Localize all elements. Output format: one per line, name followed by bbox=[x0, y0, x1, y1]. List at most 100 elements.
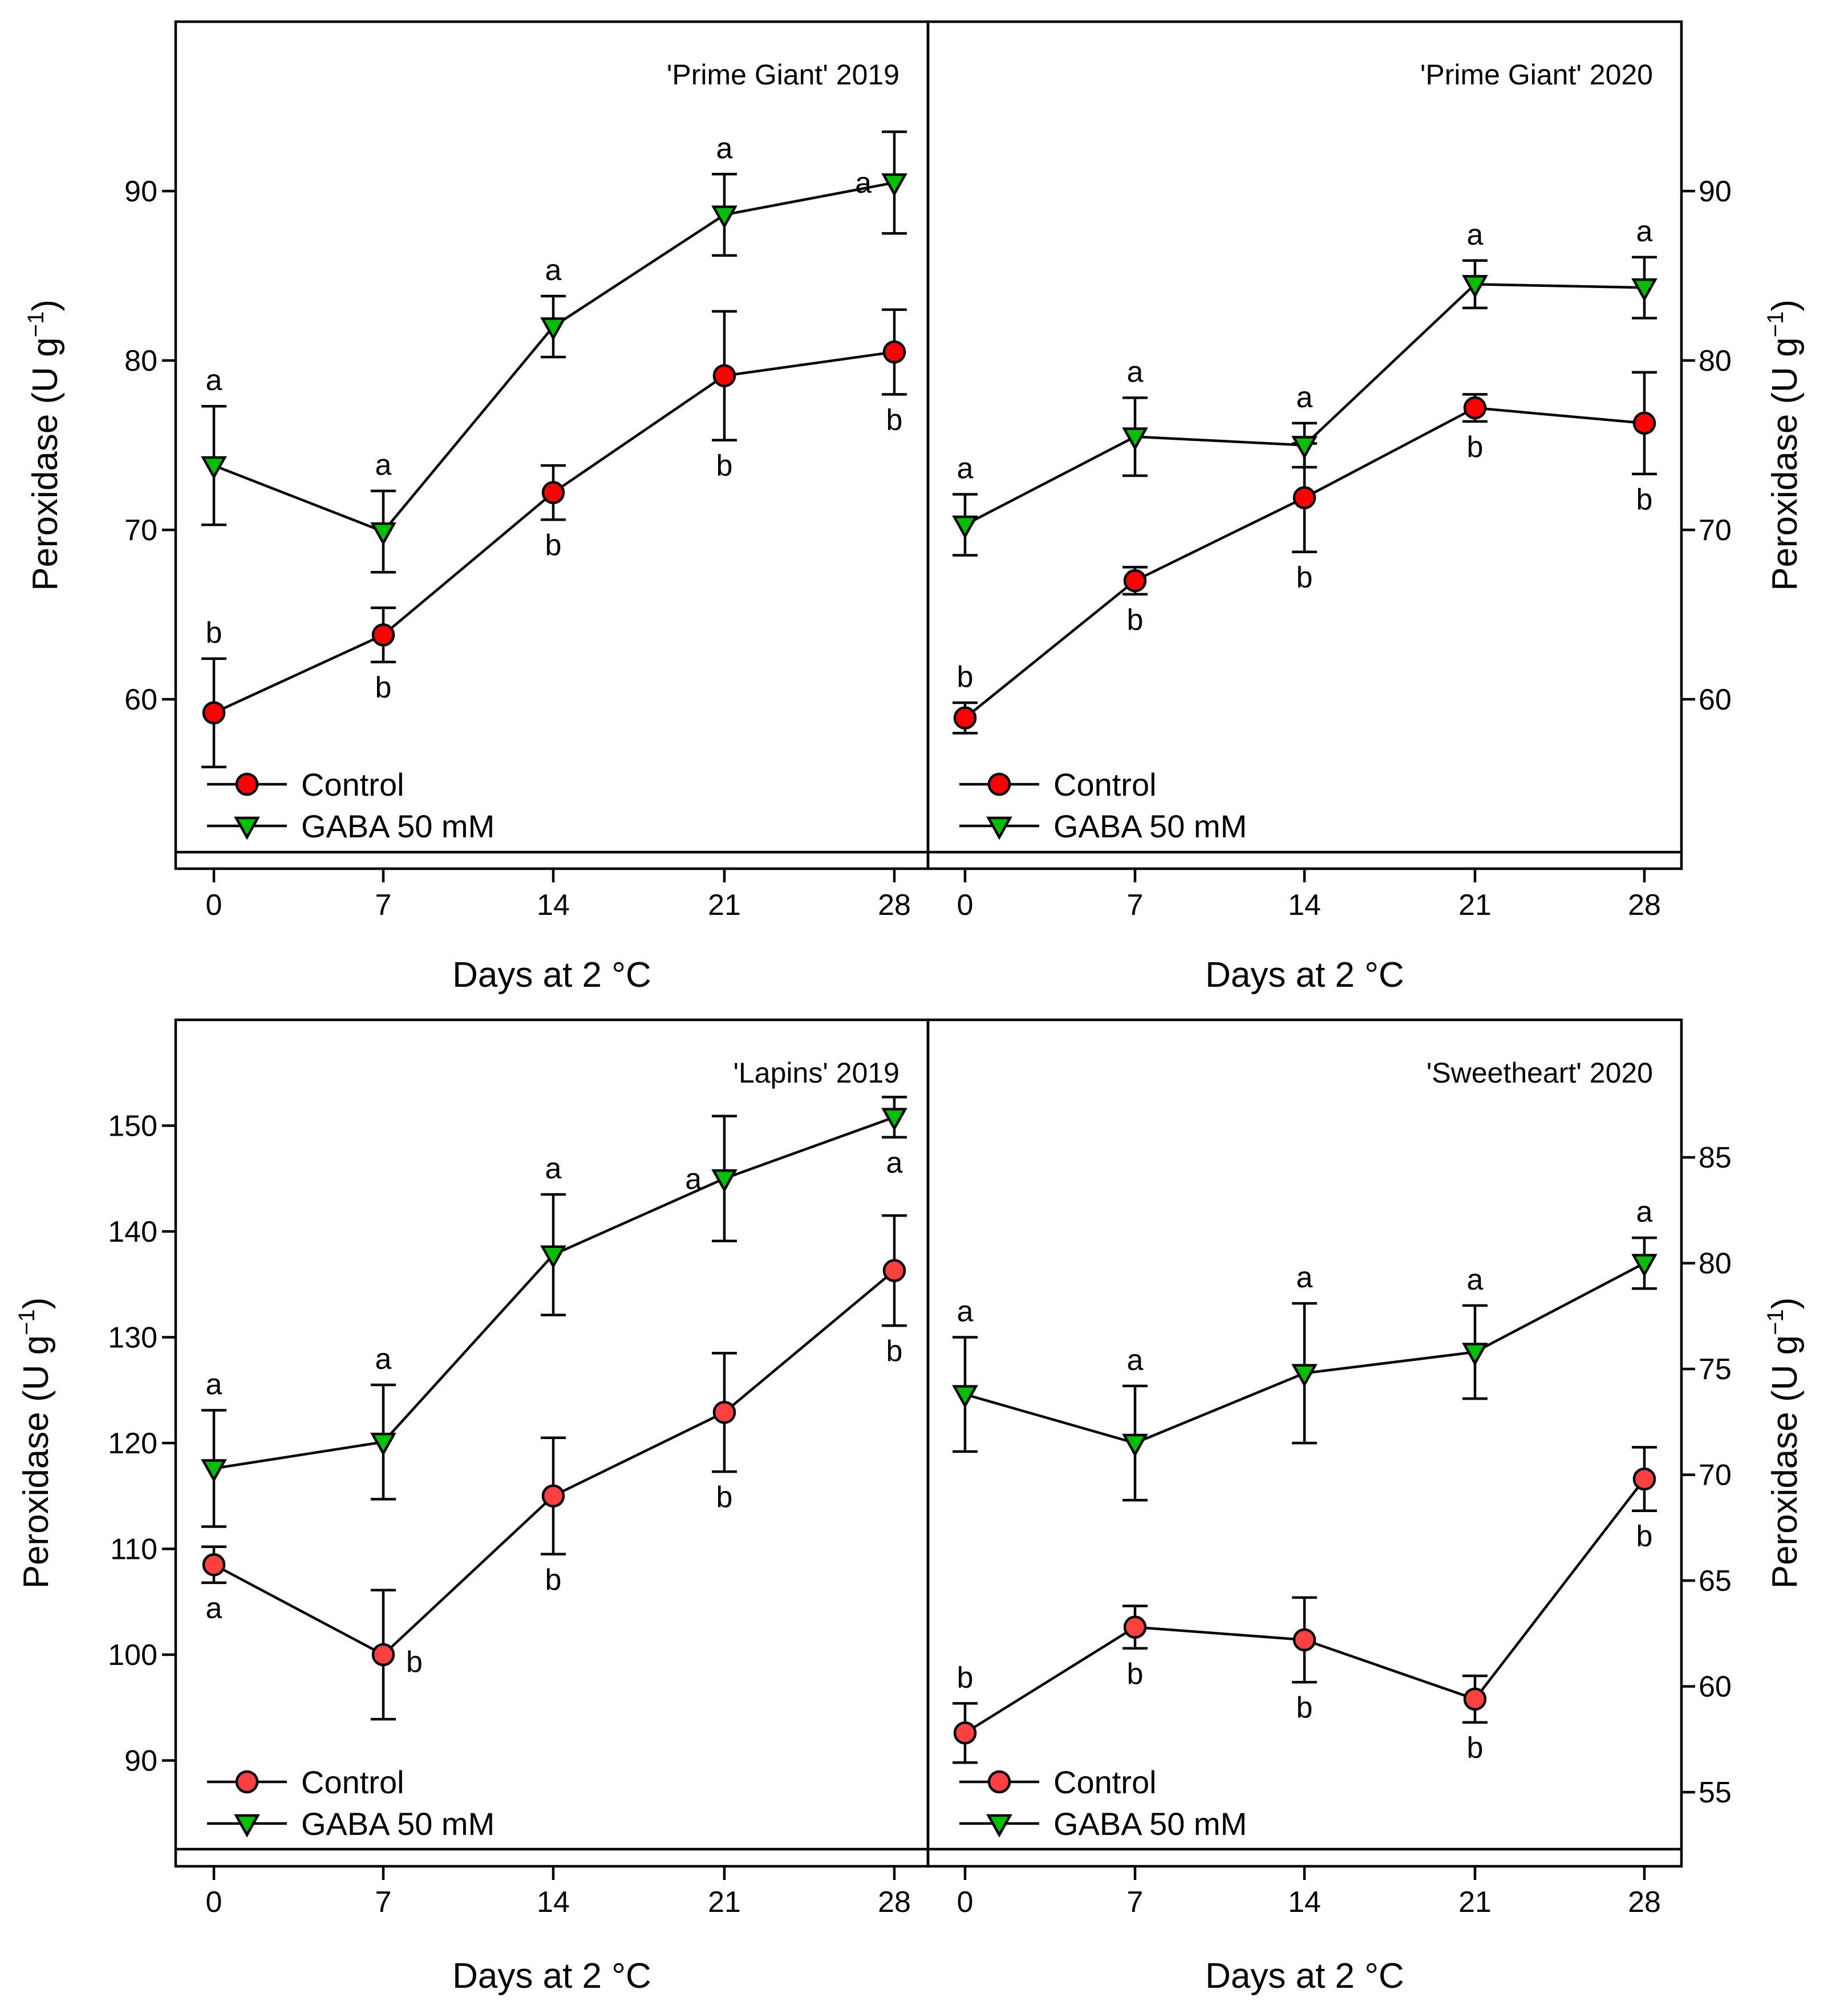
significance-letter: b bbox=[716, 449, 733, 483]
data-point bbox=[1291, 1364, 1318, 1388]
panel-title: 'Prime Giant' 2020 bbox=[1420, 59, 1653, 91]
x-tick-label: 14 bbox=[1288, 1886, 1321, 1919]
x-tick-label: 28 bbox=[1628, 1886, 1661, 1919]
significance-letter: b bbox=[1296, 561, 1313, 594]
chart-panel-2: 'Prime Giant' 2020 0 7 14 21 28 Days at 2 °C 60… bbox=[926, 20, 1805, 995]
x-tick-label: 7 bbox=[375, 1886, 392, 1919]
y-axis-title: Peroxidase (U g−1) bbox=[14, 1298, 56, 1589]
legend-marker bbox=[235, 1770, 259, 1794]
y-axis-title-main: Peroxidase (U g bbox=[1765, 337, 1805, 591]
series-gaba: a a a a a bbox=[952, 1196, 1657, 1502]
series-gaba: a a a a a bbox=[201, 130, 907, 574]
y-tick-label: 70 bbox=[124, 514, 157, 547]
chart-panel-1: 'Prime Giant' 2019 0 7 14 21 28 Days at 2 °C 60… bbox=[23, 20, 930, 995]
y-tick-label: 85 bbox=[1699, 1141, 1732, 1174]
legend-label: Control bbox=[1053, 1764, 1157, 1800]
y-axis-title-main: Peroxidase (U g bbox=[1765, 1335, 1805, 1589]
data-point bbox=[712, 1400, 736, 1424]
significance-letter: a bbox=[1636, 1196, 1653, 1229]
significance-letter: a bbox=[1296, 1261, 1313, 1294]
x-tick-label: 7 bbox=[1127, 1886, 1144, 1919]
significance-letter: a bbox=[886, 1146, 903, 1180]
significance-letter: b bbox=[1636, 1520, 1653, 1553]
significance-letter: a bbox=[545, 1152, 562, 1185]
x-axis-title: Days at 2 °C bbox=[1205, 1956, 1404, 1996]
y-tick-label: 130 bbox=[108, 1322, 157, 1355]
data-point bbox=[1122, 1433, 1148, 1457]
significance-letter: b bbox=[716, 1481, 733, 1514]
legend-marker bbox=[234, 816, 260, 840]
data-point bbox=[201, 1459, 227, 1483]
y-tick-label: 80 bbox=[124, 345, 157, 378]
x-tick-label: 28 bbox=[1628, 889, 1661, 922]
x-tick-label: 0 bbox=[206, 1886, 222, 1919]
y-axis-title: Peroxidase (U g−1) bbox=[1763, 299, 1805, 591]
y-tick-label: 80 bbox=[1699, 345, 1732, 378]
x-tick-label: 0 bbox=[957, 889, 974, 922]
y-axis-title-superscript: −1 bbox=[23, 311, 48, 338]
series-control: b b b b b bbox=[953, 1446, 1657, 1765]
legend-label: GABA 50 mM bbox=[1053, 808, 1247, 844]
data-point bbox=[881, 1108, 907, 1132]
data-point bbox=[711, 205, 737, 229]
data-point bbox=[1632, 1467, 1656, 1491]
data-point bbox=[711, 1169, 737, 1193]
significance-letter: b bbox=[545, 1563, 562, 1596]
data-point bbox=[370, 1432, 396, 1456]
x-tick-label: 28 bbox=[878, 1886, 911, 1919]
significance-letter: b bbox=[957, 1661, 974, 1694]
data-point bbox=[1292, 1628, 1316, 1652]
y-tick-label: 120 bbox=[108, 1427, 157, 1460]
data-point bbox=[953, 706, 977, 730]
y-tick-label: 75 bbox=[1699, 1353, 1732, 1386]
data-point bbox=[371, 1643, 395, 1667]
y-tick-label: 90 bbox=[1699, 175, 1732, 208]
data-point bbox=[201, 456, 227, 480]
series-gaba: a a a a a bbox=[952, 215, 1657, 557]
y-tick-label: 150 bbox=[108, 1110, 157, 1143]
y-axis-title: Peroxidase (U g−1) bbox=[23, 299, 65, 591]
data-point bbox=[712, 364, 736, 387]
series-control: b b b b b bbox=[201, 308, 907, 769]
significance-letter: a bbox=[375, 1343, 392, 1376]
legend-marker bbox=[235, 772, 259, 796]
y-axis-title-close: ) bbox=[26, 299, 65, 311]
series-control: a b b b b bbox=[201, 1214, 907, 1721]
significance-letter: a bbox=[545, 254, 562, 287]
significance-letter: a bbox=[206, 364, 222, 397]
data-point bbox=[202, 701, 226, 725]
significance-letter: a bbox=[1127, 355, 1144, 388]
series-gaba: a a a a a bbox=[201, 1096, 907, 1528]
significance-letter: a bbox=[1467, 218, 1484, 252]
y-tick-label: 70 bbox=[1699, 1459, 1732, 1492]
x-tick-label: 21 bbox=[1458, 1886, 1492, 1919]
data-point bbox=[1292, 486, 1316, 509]
significance-letter: b bbox=[545, 529, 562, 562]
legend: Control GABA 50 mM bbox=[959, 767, 1247, 844]
y-axis-title: Peroxidase (U g−1) bbox=[1763, 1298, 1805, 1589]
significance-letter: b bbox=[1467, 431, 1484, 464]
y-tick-label: 110 bbox=[110, 1533, 157, 1566]
y-axis-title-main: Peroxidase (U g bbox=[26, 337, 65, 591]
legend-label: Control bbox=[301, 767, 404, 803]
y-axis-title-superscript: −1 bbox=[1763, 1309, 1788, 1335]
data-point bbox=[952, 515, 978, 539]
y-tick-label: 60 bbox=[1699, 1671, 1732, 1704]
x-tick-label: 21 bbox=[1458, 889, 1492, 922]
y-axis-title-close: ) bbox=[17, 1298, 56, 1310]
significance-letter: b bbox=[1127, 603, 1144, 637]
data-point bbox=[202, 1553, 226, 1577]
legend-label: GABA 50 mM bbox=[301, 1806, 495, 1842]
significance-letter: a bbox=[206, 1592, 222, 1625]
y-tick-label: 65 bbox=[1699, 1565, 1732, 1598]
y-tick-label: 90 bbox=[124, 175, 157, 208]
significance-letter: a bbox=[957, 1295, 974, 1328]
legend: Control GABA 50 mM bbox=[959, 1764, 1247, 1842]
y-axis-title-close: ) bbox=[1765, 299, 1805, 311]
significance-letter: a bbox=[1467, 1263, 1484, 1296]
data-point bbox=[882, 1259, 906, 1282]
legend-marker bbox=[987, 1770, 1011, 1794]
legend-label: Control bbox=[301, 1764, 404, 1800]
plot-frame bbox=[174, 20, 930, 870]
